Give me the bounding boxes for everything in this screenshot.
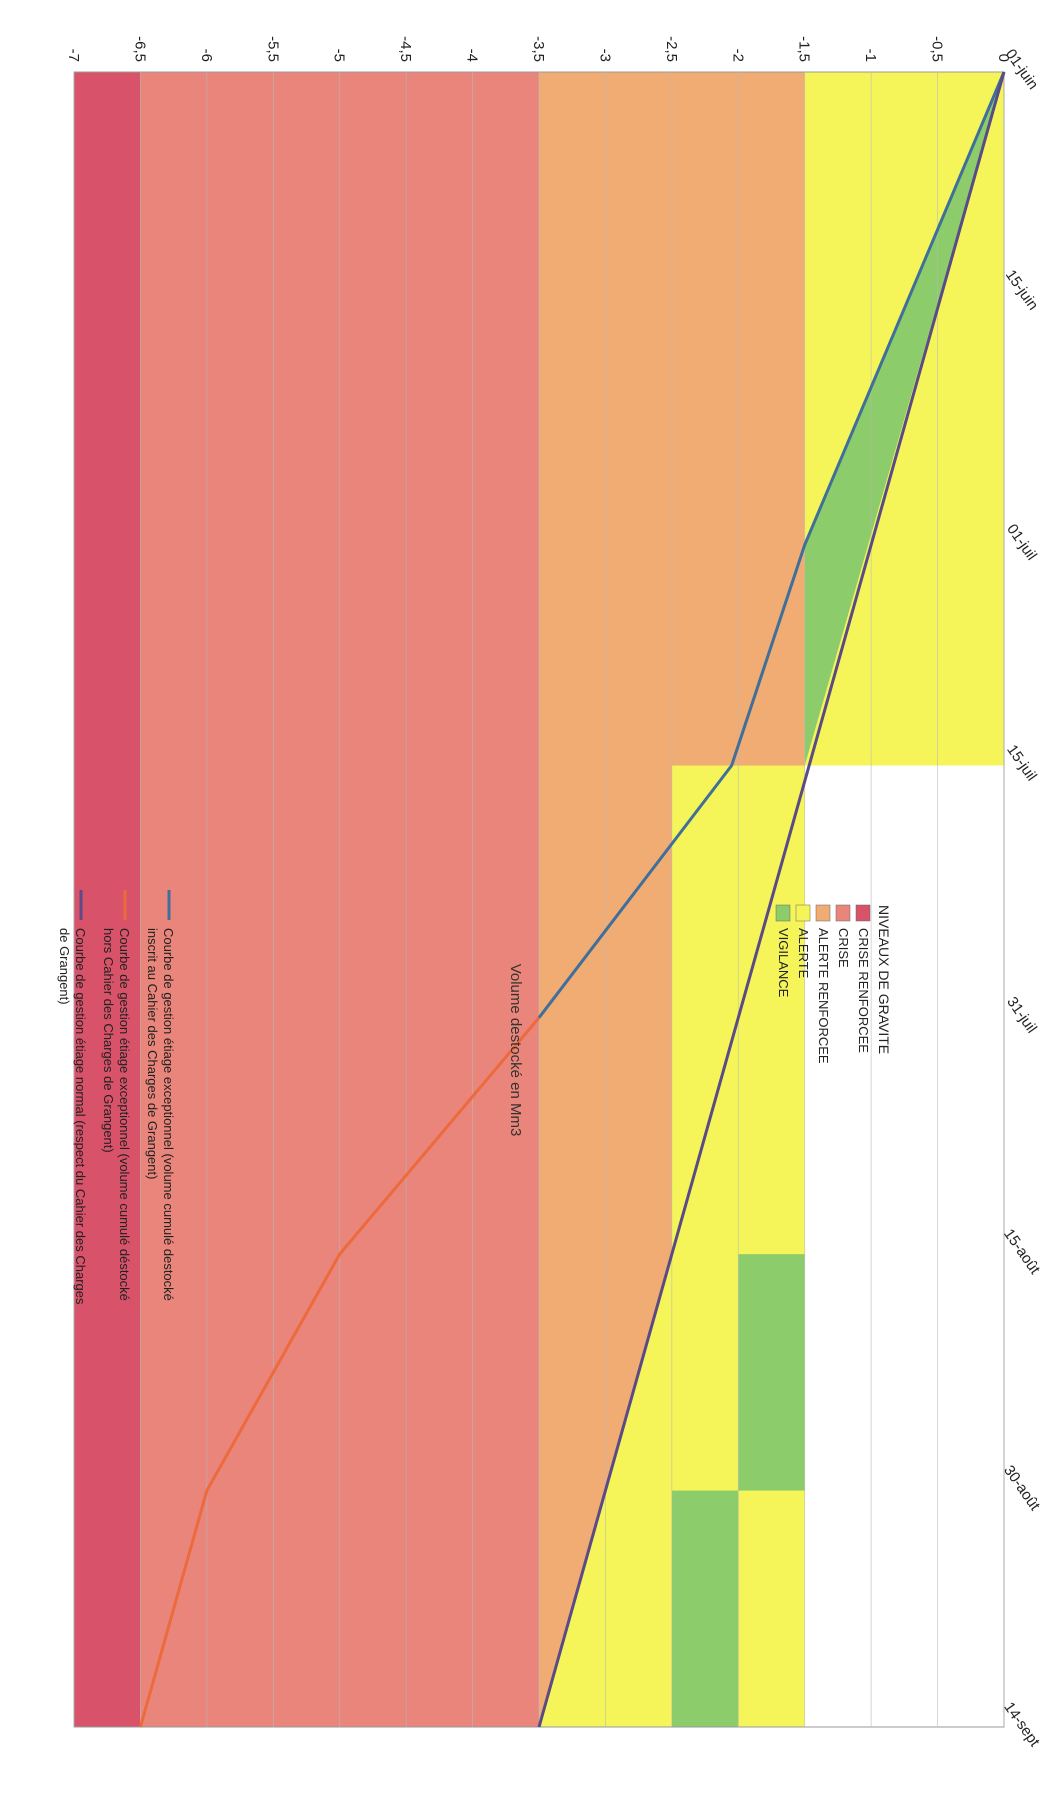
zone-legend-label: VIGILANCE [776, 928, 791, 998]
x-tick-label: 15-juin [1002, 267, 1042, 314]
y-tick-label: -5 [331, 49, 348, 62]
x-tick-label: 01-juil [1003, 521, 1040, 564]
zone-band [738, 1254, 805, 1491]
legend-series-label: Courbe de gestion étiage normal (respect… [57, 928, 88, 1305]
x-tick-label: 31-juil [1003, 994, 1040, 1037]
x-tick-label: 15-août [1000, 1226, 1044, 1278]
y-tick-label: -4 [464, 49, 481, 62]
series-legend: Courbe de gestion étiage exceptionnel (v… [57, 890, 176, 1305]
y-axis-ticks: 0 -0,5 -1 -1,5 -2 -2,5 -3 -3,5 -4 -4,5 -5 -5,5 -6 -6,… [65, 36, 1012, 62]
y-tick-label: -2 [729, 49, 746, 62]
legend-series-label: Courbe de gestion étiage exceptionnel (v… [145, 928, 176, 1301]
y-tick-label: -0,5 [929, 36, 946, 62]
zone-legend: NIVEAUX DE GRAVITE CRISE RENFORCEE CRISE A… [775, 904, 892, 1064]
gridlines [73, 72, 1005, 1727]
x-tick-label: 14-sept [1000, 1699, 1043, 1750]
x-axis-ticks: 01-juin15-juin01-juil15-juil31-juil15-ao… [1000, 46, 1044, 1750]
zone-legend-label: CRISE RENFORCEE [856, 928, 871, 1053]
series-line [138, 1016, 541, 1728]
x-tick-label: 30-août [1000, 1462, 1044, 1514]
rotated-chart: 01-juin15-juin01-juil15-juil31-juil15-ao… [57, 36, 1044, 1750]
zone-legend-label: CRISE [836, 928, 851, 968]
zone-swatch [835, 904, 851, 922]
y-tick-label: -2,5 [663, 36, 680, 62]
zone-swatch [775, 904, 791, 922]
zone-band [74, 72, 141, 1727]
zone-legend-label: ALERTE [796, 928, 811, 979]
y-tick-label: 0 [995, 54, 1012, 62]
zone-band [671, 1490, 739, 1727]
y-tick-label: -7 [65, 49, 82, 62]
y-axis-label: Volume destocké en Mm3 [507, 964, 524, 1137]
series-line [537, 71, 1006, 1019]
zone-swatch [795, 904, 811, 922]
y-tick-label: -5,5 [264, 36, 281, 62]
zone-legend-label: ALERTE RENFORCEE [816, 928, 831, 1064]
x-tick-label: 15-juil [1003, 742, 1040, 785]
y-tick-label: -1,5 [796, 36, 813, 62]
series-lines [138, 71, 1006, 1728]
y-tick-label: -3,5 [530, 36, 547, 62]
y-tick-label: -1 [862, 49, 879, 62]
zone-legend-title: NIVEAUX DE GRAVITE [876, 905, 892, 1054]
zone-swatch [855, 904, 871, 922]
zone-swatch [815, 904, 831, 922]
y-tick-label: -6 [198, 49, 215, 62]
y-tick-label: -4,5 [397, 36, 414, 62]
legend-series-label: Courbe de gestion étiage exceptionnel (v… [101, 928, 132, 1301]
y-tick-label: -3 [596, 49, 613, 62]
y-tick-label: -6,5 [131, 36, 148, 62]
series-line [537, 71, 1006, 1728]
